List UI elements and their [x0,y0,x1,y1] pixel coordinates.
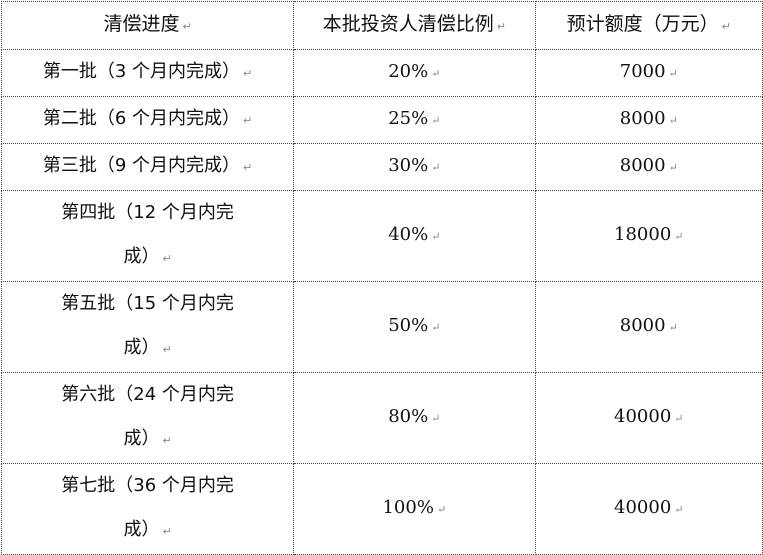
label-line: 第一批（3 个月内完成） ↵ [2,50,293,96]
ratio-cell: 100% ↵ [293,463,536,555]
paragraph-mark-icon: ↵ [243,114,253,127]
header-ratio: 本批投资人清偿比例 ↵ [293,1,536,50]
paragraph-mark-icon: ↵ [496,20,506,33]
label-text: 第七批（36 个月内完 [61,475,234,496]
progress-cell: 第二批（6 个月内完成） ↵ [0,96,295,144]
label-text: 成） [123,246,160,267]
amount-value: 8000 [619,108,666,129]
progress-cell: 第四批（12 个月内完成） ↵ [0,190,295,282]
paragraph-mark-icon: ↵ [721,20,731,33]
amount-value: 40000 [614,406,672,427]
progress-cell: 第五批（15 个月内完成） ↵ [0,281,295,373]
amount-value: 8000 [619,155,666,176]
paragraph-mark-icon: ↵ [162,252,172,265]
paragraph-mark-icon: ↵ [243,67,253,80]
progress-cell: 第七批（36 个月内完成） ↵ [0,463,295,555]
amount-cell: 8000 ↵ [534,143,763,191]
paragraph-mark-icon: ↵ [674,503,684,516]
paragraph-mark-icon: ↵ [431,114,441,127]
ratio-value: 50% [388,315,429,336]
paragraph-mark-icon: ↵ [431,412,441,425]
label-line: 第五批（15 个月内完 [2,282,293,326]
label-line: 第六批（24 个月内完 [2,373,293,417]
label-line: 成） ↵ [2,326,293,372]
label-line: 成） ↵ [2,235,293,281]
ratio-cell: 20% ↵ [293,49,536,97]
label-text: 第二批（6 个月内完成） [42,108,241,129]
ratio-cell: 30% ↵ [293,143,536,191]
amount-cell: 7000 ↵ [534,49,763,97]
ratio-value: 100% [382,497,434,518]
label-text: 第一批（3 个月内完成） [42,61,241,82]
table-row: 第七批（36 个月内完 成） ↵ 100% ↵ 40000 ↵ [0,463,763,555]
ratio-cell: 40% ↵ [293,190,536,282]
table-row: 第四批（12 个月内完 成） ↵ 40% ↵ 18000 ↵ [0,190,763,282]
paragraph-mark-icon: ↵ [668,67,678,80]
paragraph-mark-icon: ↵ [431,161,441,174]
amount-cell: 8000 ↵ [534,281,763,373]
paragraph-mark-icon: ↵ [668,321,678,334]
label-line: 第二批（6 个月内完成） ↵ [2,97,293,143]
label-text: 成） [123,519,160,540]
amount-value: 40000 [614,497,672,518]
paragraph-mark-icon: ↵ [431,67,441,80]
ratio-value: 25% [388,108,429,129]
amount-cell: 40000 ↵ [534,463,763,555]
paragraph-mark-icon: ↵ [668,161,678,174]
paragraph-mark-icon: ↵ [243,161,253,174]
table-row: 第三批（9 个月内完成） ↵ 30% ↵ 8000 ↵ [0,143,763,191]
ratio-cell: 25% ↵ [293,96,536,144]
amount-value: 7000 [619,61,666,82]
amount-value: 18000 [614,224,672,245]
table-row: 第一批（3 个月内完成） ↵ 20% ↵ 7000 ↵ [0,49,763,97]
label-text: 成） [123,428,160,449]
label-text: 第六批（24 个月内完 [61,384,234,405]
amount-cell: 40000 ↵ [534,372,763,464]
paragraph-mark-icon: ↵ [162,525,172,538]
ratio-value: 20% [388,61,429,82]
header-row: 清偿进度 ↵ 本批投资人清偿比例 ↵ 预计额度（万元） ↵ [0,1,763,50]
paragraph-mark-icon: ↵ [431,321,441,334]
table-row: 第六批（24 个月内完 成） ↵ 80% ↵ 40000 ↵ [0,372,763,464]
table-row: 第五批（15 个月内完 成） ↵ 50% ↵ 8000 ↵ [0,281,763,373]
ratio-cell: 50% ↵ [293,281,536,373]
ratio-value: 80% [388,406,429,427]
header-text: 预计额度（万元） [566,13,719,35]
paragraph-mark-icon: ↵ [436,503,447,516]
table-row: 第二批（6 个月内完成） ↵ 25% ↵ 8000 ↵ [0,96,763,144]
header-text: 本批投资人清偿比例 [322,13,494,35]
amount-value: 8000 [619,315,666,336]
header-amount: 预计额度（万元） ↵ [534,1,763,50]
ratio-value: 40% [388,224,429,245]
header-text: 清偿进度 [103,13,180,35]
label-line: 成） ↵ [2,417,293,463]
amount-cell: 18000 ↵ [534,190,763,282]
progress-cell: 第一批（3 个月内完成） ↵ [0,49,295,97]
paragraph-mark-icon: ↵ [668,114,678,127]
header-progress: 清偿进度 ↵ [0,1,295,50]
progress-cell: 第六批（24 个月内完成） ↵ [0,372,295,464]
paragraph-mark-icon: ↵ [431,230,441,243]
label-text: 第五批（15 个月内完 [61,293,234,314]
label-line: 第七批（36 个月内完 [2,464,293,508]
label-line: 第四批（12 个月内完 [2,191,293,235]
paragraph-mark-icon: ↵ [162,343,172,356]
paragraph-mark-icon: ↵ [182,20,192,33]
paragraph-mark-icon: ↵ [674,412,684,425]
paragraph-mark-icon: ↵ [162,434,172,447]
label-line: 第三批（9 个月内完成） ↵ [2,144,293,190]
ratio-cell: 80% ↵ [293,372,536,464]
progress-cell: 第三批（9 个月内完成） ↵ [0,143,295,191]
label-text: 第四批（12 个月内完 [61,202,234,223]
label-text: 成） [123,337,160,358]
ratio-value: 30% [388,155,429,176]
paragraph-mark-icon: ↵ [674,230,684,243]
label-line: 成） ↵ [2,508,293,554]
amount-cell: 8000 ↵ [534,96,763,144]
label-text: 第三批（9 个月内完成） [42,155,241,176]
